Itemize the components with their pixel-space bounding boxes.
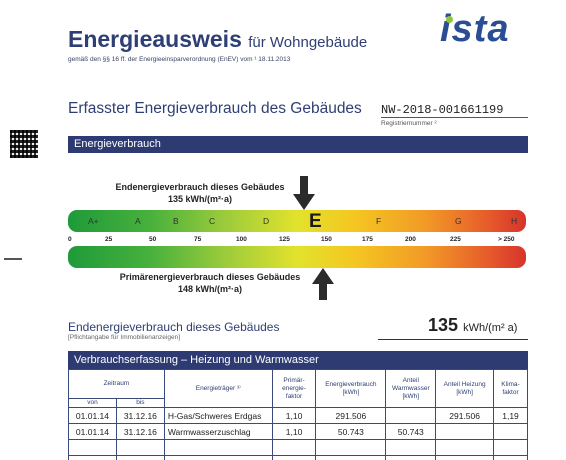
registration-underline — [381, 117, 528, 118]
scale-tick: 200 — [405, 236, 416, 243]
cell-faktor: 1,10 — [271, 423, 317, 440]
margin-mark — [4, 258, 22, 260]
header-anteil-ww: Anteil Warmwasser [kWh] — [385, 369, 437, 408]
header-anteil-hz: Anteil Heizung [kWh] — [435, 369, 495, 408]
cell-verbrauch: 291.506 — [315, 407, 387, 424]
scale-tick: 50 — [149, 236, 157, 243]
arrow-down-icon — [293, 176, 315, 210]
section-title: Erfasster Energieverbrauch des Gebäudes — [68, 100, 362, 117]
header-von: von — [68, 398, 117, 408]
energy-class-h: H — [511, 216, 518, 226]
energy-class-c: C — [209, 216, 216, 226]
consumption-table: Zeitraum Energieträger ³⁾ Primär-energie… — [68, 369, 528, 460]
scale-tick: 175 — [362, 236, 373, 243]
table-row: 01.01.14 31.12.16 H-Gas/Schweres Erdgas … — [68, 407, 528, 424]
summary-value: 135 kWh/(m² a) — [428, 315, 517, 336]
summary-number: 135 — [428, 315, 459, 335]
table-row-empty — [68, 439, 528, 456]
logo-dot — [446, 16, 453, 23]
scale-tick: > 250 — [498, 236, 515, 243]
scale-tick: 125 — [279, 236, 290, 243]
energy-class-g: G — [455, 216, 462, 226]
cell-traeger: H-Gas/Schweres Erdgas — [163, 407, 273, 424]
legal-reference: gemäß den §§ 16 ff. der Energieeinsparve… — [68, 56, 291, 63]
document-title: Energieausweis für Wohngebäude — [68, 26, 367, 53]
energy-class-a: A — [135, 216, 141, 226]
energy-class-e: E — [309, 211, 322, 232]
cell-traeger: Warmwasserzuschlag — [163, 423, 273, 440]
header-verbrauch: Energieverbrauch [kWh] — [315, 369, 387, 408]
energy-class-d: D — [263, 216, 270, 226]
cell-klima — [493, 423, 528, 440]
cell-ww: 50.743 — [385, 423, 437, 440]
energy-scale-top — [68, 210, 526, 232]
registration-number: NW-2018-001661199 — [381, 103, 504, 117]
ista-logo: ista — [440, 8, 510, 50]
table-row: 01.01.14 31.12.16 Warmwasserzuschlag 1,1… — [68, 423, 528, 440]
scale-tick: 225 — [450, 236, 461, 243]
cell-von: 01.01.14 — [68, 423, 117, 440]
energy-class-aplus: A+ — [88, 216, 99, 226]
cell-bis: 31.12.16 — [115, 423, 165, 440]
title-main: Energieausweis — [68, 26, 242, 52]
cell-hz — [435, 423, 495, 440]
cell-verbrauch: 50.743 — [315, 423, 387, 440]
header-bis: bis — [115, 398, 165, 408]
energy-heading-bar: Energieverbrauch — [68, 136, 528, 153]
energy-scale-bottom — [68, 246, 526, 268]
end-energy-line1: Endenergieverbrauch dieses Gebäudes — [115, 182, 285, 192]
summary-note: [Pflichtangabe für Immobilienanzeigen] — [68, 334, 181, 341]
summary-unit: kWh/(m² a) — [463, 322, 518, 334]
scale-tick: 25 — [105, 236, 113, 243]
summary-underline — [378, 339, 528, 340]
table-row-empty — [68, 455, 528, 460]
scale-tick: 100 — [236, 236, 247, 243]
header-zeitraum: Zeitraum — [68, 369, 165, 399]
title-sub: für Wohngebäude — [248, 34, 368, 51]
energy-class-f: F — [376, 216, 382, 226]
cell-ww — [385, 407, 437, 424]
cell-faktor: 1,10 — [271, 407, 317, 424]
arrow-up-icon — [312, 268, 334, 300]
header-energietraeger: Energieträger ³⁾ — [163, 369, 273, 408]
scale-tick: 75 — [194, 236, 202, 243]
end-energy-label: Endenergieverbrauch dieses Gebäudes 135 … — [100, 181, 300, 205]
primary-energy-line2: 148 kWh/(m²·a) — [177, 284, 242, 294]
cell-klima: 1,19 — [493, 407, 528, 424]
end-energy-line2: 135 kWh/(m²·a) — [167, 194, 232, 204]
header-primaer: Primär-energie-faktor — [271, 369, 317, 408]
scale-tick: 150 — [321, 236, 332, 243]
primary-energy-label: Primärenergieverbrauch dieses Gebäudes 1… — [110, 271, 310, 295]
registration-label: Registriernummer ² — [381, 120, 437, 127]
cell-bis: 31.12.16 — [115, 407, 165, 424]
cell-von: 01.01.14 — [68, 407, 117, 424]
qr-code-icon — [10, 130, 38, 158]
summary-label: Endenergieverbrauch dieses Gebäudes — [68, 320, 280, 334]
cell-hz: 291.506 — [435, 407, 495, 424]
consumption-heading-bar: Verbrauchserfassung – Heizung und Warmwa… — [68, 351, 528, 369]
scale-tick: 0 — [68, 236, 72, 243]
header-klima: Klima-faktor — [493, 369, 528, 408]
primary-energy-line1: Primärenergieverbrauch dieses Gebäudes — [119, 272, 301, 282]
energy-class-b: B — [173, 216, 179, 226]
